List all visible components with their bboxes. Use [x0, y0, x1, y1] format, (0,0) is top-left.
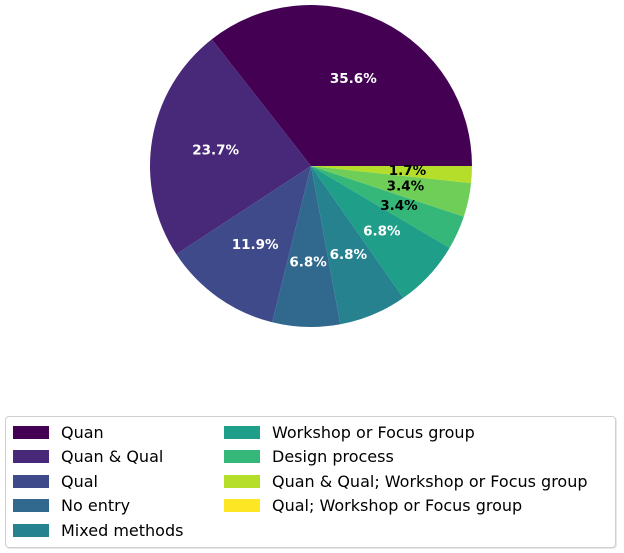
- pie-slice-6: [311, 166, 464, 248]
- pie-slice-label-8: 1.7%: [389, 163, 427, 179]
- pie-slice-label-6: 3.4%: [380, 198, 418, 214]
- chart-legend: Quan Quan & Qual Qual No entry Mixed methods…: [5, 416, 616, 548]
- legend-label: No entry: [61, 496, 131, 516]
- pie-slice-5: [311, 166, 450, 298]
- pie-slice-7: [311, 166, 472, 217]
- legend-item: Quan & Qual; Workshop or Focus group: [224, 469, 588, 493]
- legend-item: Qual: [13, 469, 98, 493]
- legend-item: Mixed methods: [13, 518, 183, 542]
- pie-slice-2: [176, 166, 311, 323]
- legend-swatch: [13, 425, 49, 439]
- legend-label: Mixed methods: [61, 520, 184, 540]
- legend-item: Design process: [224, 445, 394, 469]
- legend-label: Quan & Qual: [61, 447, 164, 467]
- legend-item: Quan & Qual: [13, 445, 163, 469]
- legend-item: Qual; Workshop or Focus group: [224, 494, 522, 518]
- legend-label: Qual: [61, 471, 98, 491]
- legend-swatch: [224, 499, 260, 513]
- legend-item: Quan: [13, 420, 104, 444]
- pie-slice-4: [311, 166, 404, 325]
- pie-slice-label-2: 11.9%: [232, 237, 279, 253]
- legend-swatch: [13, 499, 49, 513]
- pie-slice-label-3: 6.8%: [289, 255, 327, 271]
- legend-swatch: [224, 425, 260, 439]
- legend-swatch: [13, 450, 49, 464]
- pie-slice-1: [150, 39, 311, 255]
- legend-label: Quan: [61, 422, 104, 442]
- legend-item: No entry: [13, 494, 130, 518]
- pie-slice-label-1: 23.7%: [192, 142, 239, 158]
- legend-item: Workshop or Focus group: [224, 420, 475, 444]
- legend-swatch: [224, 450, 260, 464]
- legend-swatch: [13, 523, 49, 537]
- pie-slice-label-5: 6.8%: [363, 224, 401, 240]
- pie-slice-labels: 35.6%23.7%11.9%6.8% 6.8%6.8%3.4%3.4%1.7%: [192, 71, 426, 270]
- pie-slice-label-4: 6.8%: [330, 247, 368, 263]
- legend-label: Quan & Qual; Workshop or Focus group: [272, 471, 588, 491]
- pie-slices: [150, 5, 472, 327]
- pie-slice-label-7: 3.4%: [387, 178, 425, 194]
- legend-swatch: [13, 474, 49, 488]
- legend-label: Qual; Workshop or Focus group: [272, 496, 523, 516]
- legend-label: Design process: [272, 447, 394, 467]
- legend-swatch: [224, 474, 260, 488]
- legend-label: Workshop or Focus group: [272, 422, 475, 442]
- pie-slice-8: [311, 166, 472, 184]
- pie-slice-0: [211, 5, 472, 167]
- pie-slice-label-0: 35.6%: [330, 71, 377, 87]
- pie-slice-3: [272, 166, 341, 327]
